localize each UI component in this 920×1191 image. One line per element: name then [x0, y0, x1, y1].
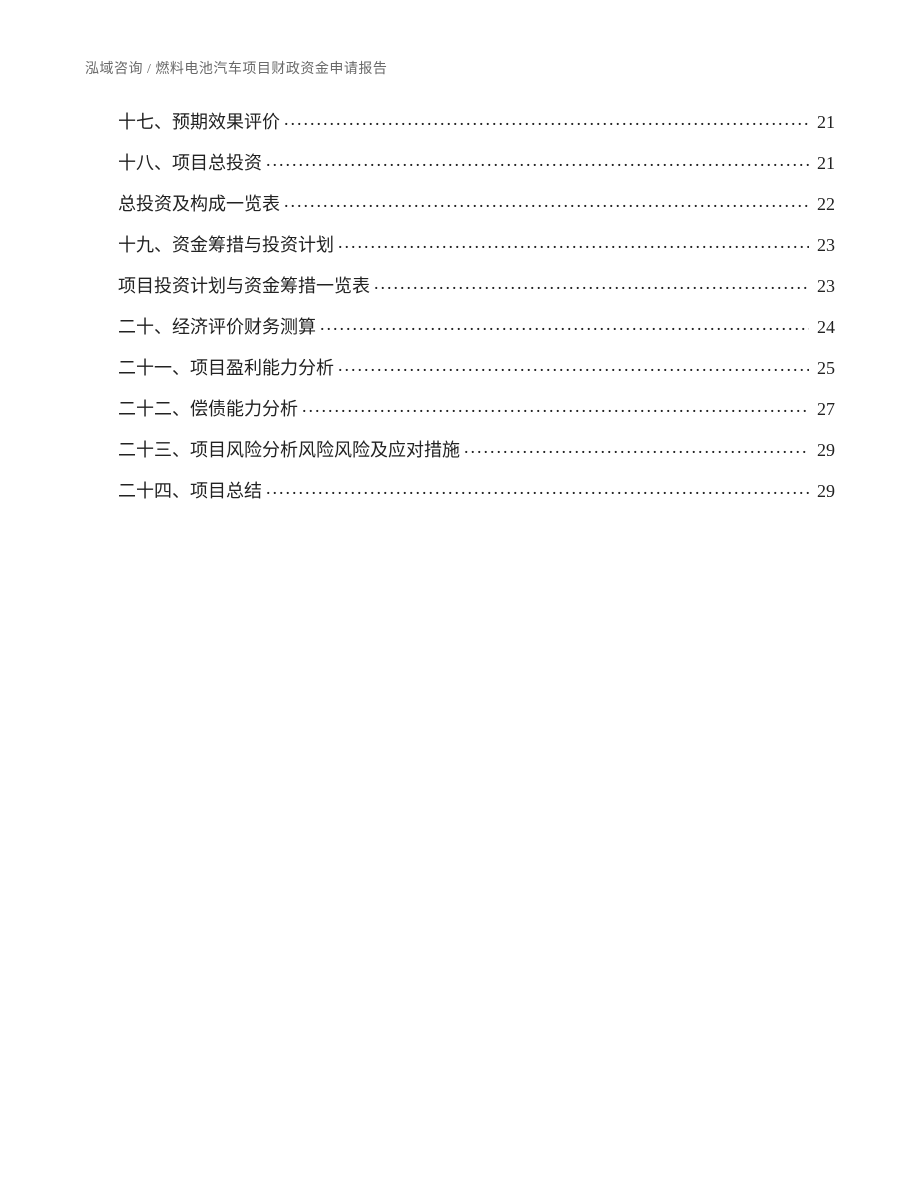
toc-label: 二十、经济评价财务测算	[118, 318, 316, 336]
toc-leader-dots	[320, 315, 809, 333]
toc-page-number: 29	[813, 441, 835, 459]
toc-entry: 十九、资金筹措与投资计划 23	[118, 233, 835, 254]
toc-label: 总投资及构成一览表	[118, 195, 280, 213]
toc-page-number: 29	[813, 482, 835, 500]
toc-entry: 项目投资计划与资金筹措一览表 23	[118, 274, 835, 295]
document-page: 泓域咨询 / 燃料电池汽车项目财政资金申请报告 十七、预期效果评价 21 十八、…	[0, 0, 920, 1191]
toc-label: 二十四、项目总结	[118, 482, 262, 500]
toc-page-number: 24	[813, 318, 835, 336]
toc-entry: 二十一、项目盈利能力分析 25	[118, 356, 835, 377]
toc-leader-dots	[284, 110, 809, 128]
toc-page-number: 21	[813, 154, 835, 172]
toc-entry: 二十二、偿债能力分析 27	[118, 397, 835, 418]
toc-leader-dots	[338, 356, 809, 374]
toc-label: 十九、资金筹措与投资计划	[118, 236, 334, 254]
toc-page-number: 27	[813, 400, 835, 418]
toc-page-number: 21	[813, 113, 835, 131]
toc-leader-dots	[302, 397, 809, 415]
toc-label: 二十一、项目盈利能力分析	[118, 359, 334, 377]
toc-label: 项目投资计划与资金筹措一览表	[118, 277, 370, 295]
toc-label: 十八、项目总投资	[118, 154, 262, 172]
toc-page-number: 25	[813, 359, 835, 377]
toc-label: 二十三、项目风险分析风险风险及应对措施	[118, 441, 460, 459]
toc-leader-dots	[266, 479, 809, 497]
toc-entry: 二十四、项目总结 29	[118, 479, 835, 500]
toc-leader-dots	[284, 192, 809, 210]
toc-entry: 二十三、项目风险分析风险风险及应对措施 29	[118, 438, 835, 459]
toc-page-number: 23	[813, 236, 835, 254]
toc-label: 二十二、偿债能力分析	[118, 400, 298, 418]
toc-entry: 总投资及构成一览表 22	[118, 192, 835, 213]
toc-leader-dots	[266, 151, 809, 169]
toc-entry: 二十、经济评价财务测算 24	[118, 315, 835, 336]
toc-leader-dots	[338, 233, 809, 251]
toc-entry: 十七、预期效果评价 21	[118, 110, 835, 131]
toc-entry: 十八、项目总投资 21	[118, 151, 835, 172]
toc-label: 十七、预期效果评价	[118, 113, 280, 131]
toc-page-number: 23	[813, 277, 835, 295]
toc-leader-dots	[374, 274, 809, 292]
header-text: 泓域咨询 / 燃料电池汽车项目财政资金申请报告	[85, 62, 387, 77]
toc-page-number: 22	[813, 195, 835, 213]
toc-leader-dots	[464, 438, 809, 456]
page-header: 泓域咨询 / 燃料电池汽车项目财政资金申请报告	[85, 58, 835, 78]
table-of-contents: 十七、预期效果评价 21 十八、项目总投资 21 总投资及构成一览表 22 十九…	[85, 110, 835, 500]
